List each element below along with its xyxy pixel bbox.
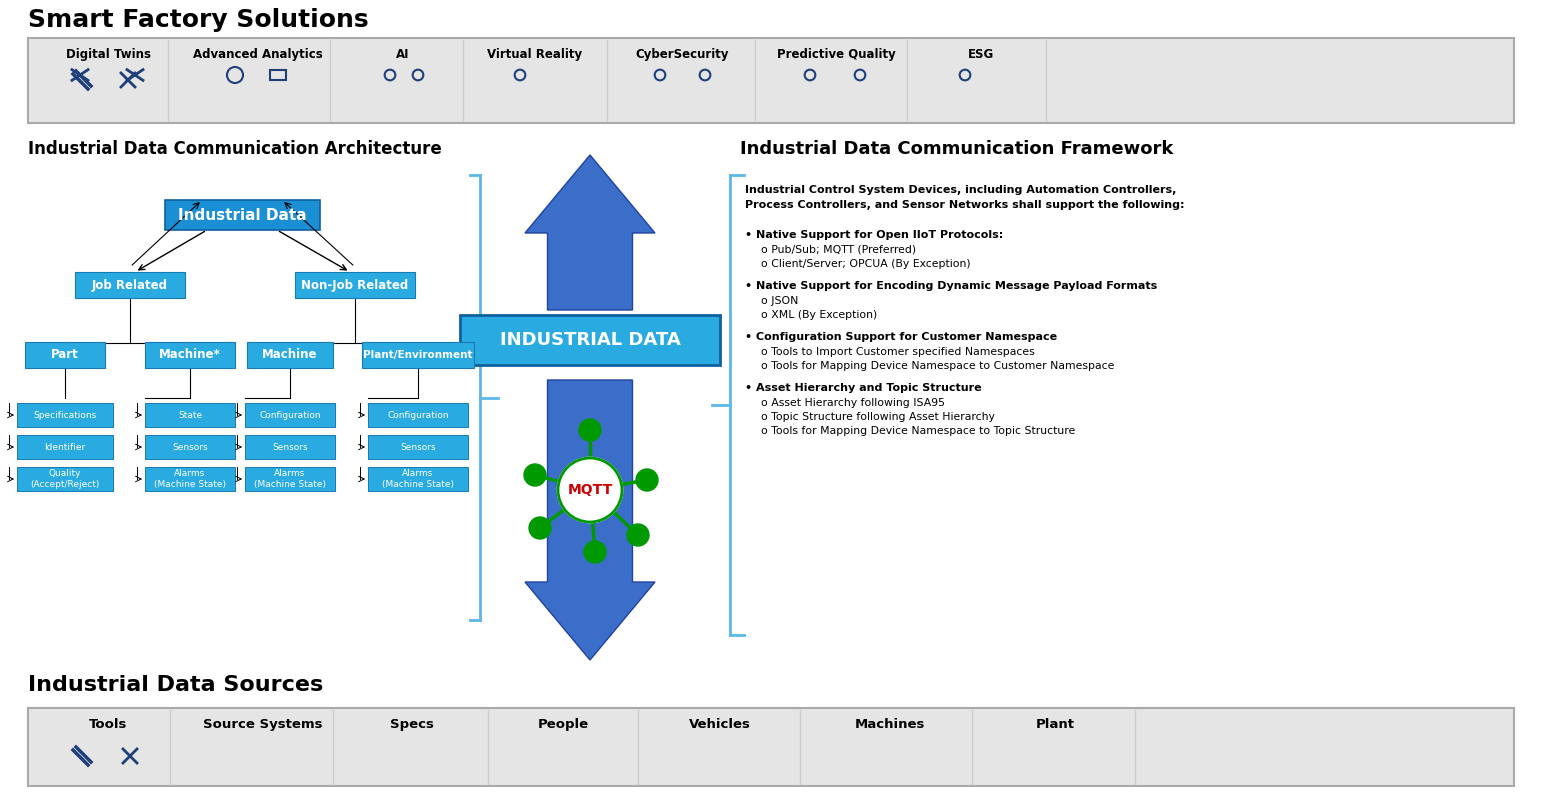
Text: Predictive Quality: Predictive Quality: [777, 48, 896, 61]
Bar: [369, 435, 469, 459]
Text: o JSON: o JSON: [762, 296, 799, 306]
Bar: [145, 467, 234, 491]
Text: Sensors: Sensors: [401, 442, 436, 452]
Text: o Tools to Import Customer specified Namespaces: o Tools to Import Customer specified Nam…: [762, 347, 1035, 357]
Bar: [28, 38, 1514, 123]
Text: • Configuration Support for Customer Namespace: • Configuration Support for Customer Nam…: [745, 332, 1058, 342]
Text: Alarms
(Machine State): Alarms (Machine State): [382, 469, 453, 488]
Circle shape: [529, 517, 550, 539]
Text: Advanced Analytics: Advanced Analytics: [193, 48, 322, 61]
Text: • Asset Hierarchy and Topic Structure: • Asset Hierarchy and Topic Structure: [745, 383, 982, 393]
Bar: [362, 342, 473, 368]
Text: State: State: [177, 410, 202, 419]
Bar: [145, 403, 234, 427]
Text: Digital Twins: Digital Twins: [65, 48, 151, 61]
Text: Machines: Machines: [854, 718, 925, 731]
Bar: [28, 708, 1514, 786]
Bar: [145, 435, 234, 459]
Bar: [245, 403, 335, 427]
Bar: [25, 342, 105, 368]
Text: • Native Support for Open IIoT Protocols:: • Native Support for Open IIoT Protocols…: [745, 230, 1004, 240]
Bar: [145, 342, 234, 368]
Text: Quality
(Accept/Reject): Quality (Accept/Reject): [31, 469, 100, 488]
Polygon shape: [524, 155, 655, 310]
Text: Plant: Plant: [1036, 718, 1075, 731]
Text: Part: Part: [51, 349, 79, 361]
Text: CyberSecurity: CyberSecurity: [635, 48, 729, 61]
Circle shape: [524, 464, 546, 486]
Text: Vehicles: Vehicles: [689, 718, 751, 731]
Text: Specs: Specs: [390, 718, 433, 731]
Text: o Client/Server; OPCUA (By Exception): o Client/Server; OPCUA (By Exception): [762, 259, 970, 269]
Text: Job Related: Job Related: [93, 279, 168, 291]
Bar: [460, 315, 720, 365]
Text: Machine*: Machine*: [159, 349, 221, 361]
Text: Non-Job Related: Non-Job Related: [301, 279, 409, 291]
Circle shape: [558, 458, 621, 522]
Text: o Topic Structure following Asset Hierarchy: o Topic Structure following Asset Hierar…: [762, 412, 995, 422]
Text: Configuration: Configuration: [387, 410, 449, 419]
Text: Industrial Control System Devices, including Automation Controllers,: Industrial Control System Devices, inclu…: [745, 185, 1177, 195]
Text: o Tools for Mapping Device Namespace to Customer Namespace: o Tools for Mapping Device Namespace to …: [762, 361, 1115, 371]
Text: Tools: Tools: [89, 718, 126, 731]
Text: Sensors: Sensors: [173, 442, 208, 452]
Polygon shape: [524, 380, 655, 660]
Text: o XML (By Exception): o XML (By Exception): [762, 310, 877, 320]
Circle shape: [628, 524, 649, 546]
Bar: [17, 435, 113, 459]
Text: Identifier: Identifier: [45, 442, 86, 452]
Text: Process Controllers, and Sensor Networks shall support the following:: Process Controllers, and Sensor Networks…: [745, 200, 1184, 210]
Text: INDUSTRIAL DATA: INDUSTRIAL DATA: [500, 331, 680, 349]
Text: ESG: ESG: [968, 48, 995, 61]
Bar: [369, 403, 469, 427]
Text: MQTT: MQTT: [567, 483, 612, 497]
Text: Alarms
(Machine State): Alarms (Machine State): [254, 469, 325, 488]
Text: AI: AI: [396, 48, 410, 61]
Text: • Native Support for Encoding Dynamic Message Payload Formats: • Native Support for Encoding Dynamic Me…: [745, 281, 1156, 291]
Text: Machine: Machine: [262, 349, 318, 361]
Text: Industrial Data Communication Architecture: Industrial Data Communication Architectu…: [28, 140, 441, 158]
Bar: [76, 272, 185, 298]
Text: Source Systems: Source Systems: [204, 718, 322, 731]
Text: Sensors: Sensors: [273, 442, 308, 452]
Text: Virtual Reality: Virtual Reality: [487, 48, 583, 61]
Text: Industrial Data Communication Framework: Industrial Data Communication Framework: [740, 140, 1173, 158]
Text: Plant/Environment: Plant/Environment: [364, 350, 473, 360]
Circle shape: [578, 419, 601, 441]
Bar: [369, 467, 469, 491]
Circle shape: [635, 469, 658, 491]
Bar: [245, 467, 335, 491]
Bar: [245, 435, 335, 459]
Circle shape: [584, 541, 606, 563]
Text: People: People: [538, 718, 589, 731]
Text: Industrial Data Sources: Industrial Data Sources: [28, 675, 324, 695]
Bar: [270, 70, 285, 80]
Text: o Asset Hierarchy following ISA95: o Asset Hierarchy following ISA95: [762, 398, 945, 408]
Text: o Tools for Mapping Device Namespace to Topic Structure: o Tools for Mapping Device Namespace to …: [762, 426, 1075, 436]
Bar: [17, 403, 113, 427]
Bar: [17, 467, 113, 491]
Bar: [165, 200, 319, 230]
Text: Alarms
(Machine State): Alarms (Machine State): [154, 469, 227, 488]
Text: Industrial Data: Industrial Data: [177, 207, 307, 222]
Text: Smart Factory Solutions: Smart Factory Solutions: [28, 8, 369, 32]
Text: Specifications: Specifications: [34, 410, 97, 419]
Text: Configuration: Configuration: [259, 410, 321, 419]
Text: o Pub/Sub; MQTT (Preferred): o Pub/Sub; MQTT (Preferred): [762, 245, 916, 255]
Bar: [295, 272, 415, 298]
Bar: [247, 342, 333, 368]
